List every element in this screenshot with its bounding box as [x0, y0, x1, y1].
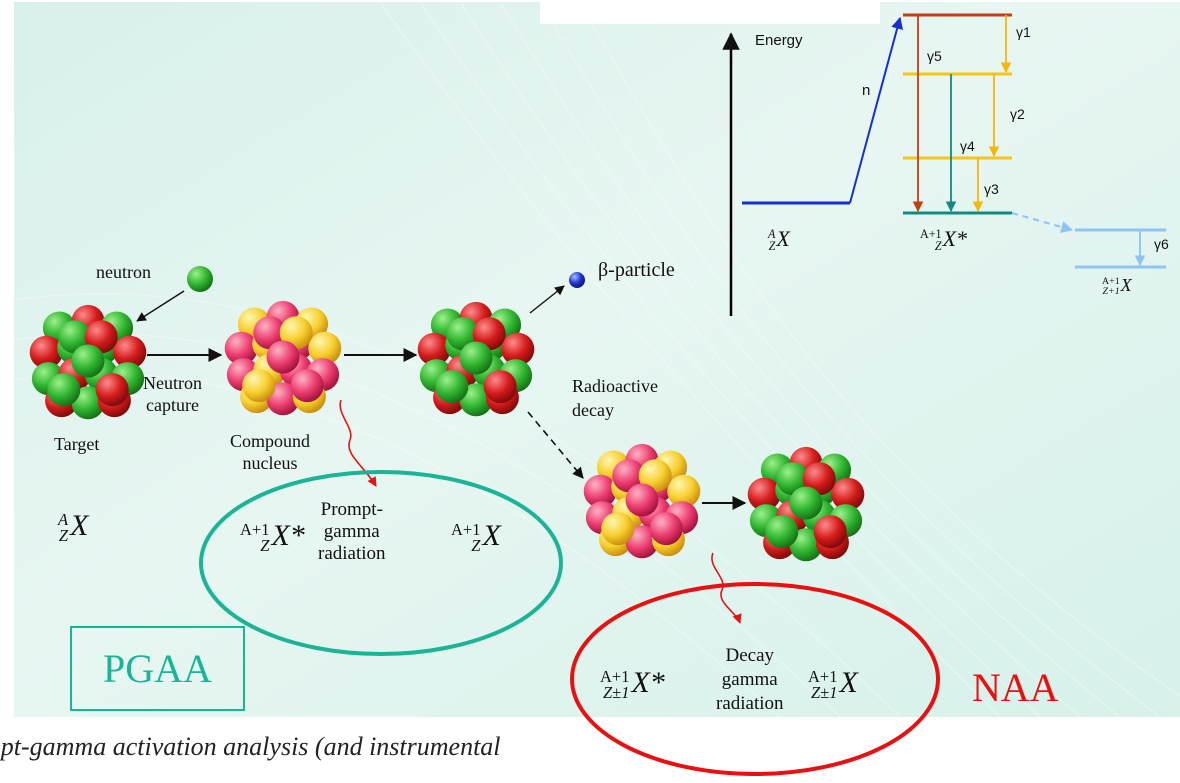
gamma1-label: γ1 — [1016, 24, 1031, 40]
excited-product-nucleus-sphere — [459, 341, 493, 375]
gamma3-label: γ3 — [984, 181, 999, 197]
excited-product-nucleus-sphere — [472, 317, 506, 351]
decaying-nucleus-sphere — [601, 512, 635, 546]
neutron-capture-arrow — [849, 16, 903, 204]
pgaa-excited-formula: A+1 Z X* — [240, 519, 305, 556]
target-nucleus-sphere — [29, 335, 63, 369]
decaying-nucleus-sphere — [649, 512, 683, 546]
decaying-nucleus-sphere — [625, 483, 659, 517]
decaying-nucleus-sphere — [667, 474, 701, 508]
target-nucleus-sphere — [113, 335, 147, 369]
stable-daughter-nucleus-sphere — [802, 462, 836, 496]
compound-nucleus-sphere — [242, 369, 276, 403]
neutron-transition-label: n — [862, 82, 871, 99]
beta-emission-arrow — [529, 285, 565, 314]
decaying-nucleus-sphere — [625, 525, 659, 559]
compound-nucleus-sphere — [308, 331, 342, 365]
target-nucleus-sphere — [58, 320, 92, 354]
pgaa-box — [70, 626, 245, 711]
excited-product-nucleus-sphere — [483, 370, 517, 404]
neutron-capture-label: Neutron capture — [143, 373, 202, 415]
slide-background — [14, 2, 1180, 717]
decaying-nucleus-sphere — [583, 474, 617, 508]
energy-diagram-backdrop — [540, 0, 880, 24]
gamma6-label: γ6 — [1154, 236, 1169, 252]
target-nucleus-sphere — [95, 373, 129, 407]
beta-particle-label: β-particle — [598, 259, 675, 281]
excited-product-nucleus-sphere — [417, 332, 451, 366]
energy-daughter-formula: A+1 Z+1 X — [1102, 275, 1132, 297]
target-label: Target — [54, 434, 100, 454]
decaying-nucleus-sphere — [638, 459, 672, 493]
stable-daughter-nucleus-sphere — [765, 515, 799, 549]
naa-excited-formula: A+1 Z±1 X* — [600, 666, 665, 703]
target-nucleus-sphere — [47, 373, 81, 407]
radioactive-decay-label: Radioactive decay — [572, 376, 658, 420]
compound-nucleus-sphere — [290, 369, 324, 403]
neutron-particle — [187, 266, 213, 292]
energy-level-diagram — [722, 13, 1166, 316]
target-nucleus — [29, 304, 147, 420]
gamma4-label: γ4 — [960, 138, 975, 154]
decay-gamma-radiation-label: Decay gamma radiation — [716, 645, 784, 714]
stable-daughter-nucleus-sphere — [789, 486, 823, 520]
compound-nucleus-sphere — [266, 340, 300, 374]
neutron-to-target-arrow — [136, 290, 185, 322]
naa-ellipse — [570, 582, 940, 776]
pgaa-label: PGAA — [103, 646, 212, 691]
stable-daughter-nucleus-sphere — [813, 515, 847, 549]
decaying-nucleus-sphere — [612, 459, 646, 493]
energy-axis-label: Energy — [755, 32, 803, 49]
excited-product-nucleus-sphere — [435, 370, 469, 404]
decaying-nucleus — [583, 443, 701, 559]
target-nucleus-sphere — [84, 320, 118, 354]
stable-daughter-nucleus-sphere — [831, 477, 865, 511]
prompt-gamma-radiation-label: Prompt- gamma radiation — [318, 499, 386, 564]
excited-product-nucleus-sphere — [459, 383, 493, 417]
energy-excited-formula: A+1 Z X* — [920, 226, 968, 253]
figure-caption: mpt-gamma activation analysis (and instr… — [0, 732, 501, 761]
process-arrows — [136, 285, 747, 624]
prompt-gamma-wave-arrow — [339, 399, 377, 487]
stable-daughter-nucleus-sphere — [747, 477, 781, 511]
gamma2-label: γ2 — [1010, 106, 1025, 122]
stable-daughter-nucleus — [747, 446, 865, 562]
stable-daughter-nucleus-sphere — [776, 462, 810, 496]
compound-nucleus-sphere — [253, 316, 287, 350]
compound-nucleus-sphere — [266, 382, 300, 416]
compound-nucleus-sphere — [224, 331, 258, 365]
target-nucleus-sphere — [71, 386, 105, 420]
neutron-label: neutron — [96, 262, 151, 282]
gamma5-label: γ5 — [927, 48, 942, 64]
compound-nucleus-sphere — [279, 316, 313, 350]
beta-particle — [569, 272, 585, 288]
compound-nucleus-label: Compound nucleus — [230, 431, 311, 473]
compound-nucleus — [224, 300, 342, 416]
excited-product-nucleus — [417, 301, 535, 417]
excited-product-nucleus-sphere — [501, 332, 535, 366]
radioactive-decay-dashed-arrow — [527, 411, 584, 479]
pgaa-product-formula: A+1 Z X — [451, 519, 501, 556]
stable-daughter-nucleus-sphere — [789, 528, 823, 562]
target-nucleus-sphere — [71, 344, 105, 378]
naa-label: NAA — [972, 665, 1059, 710]
naa-product-formula: A+1 Z±1 X — [808, 666, 858, 703]
pgaa-ellipse — [199, 470, 563, 656]
excited-product-nucleus-sphere — [446, 317, 480, 351]
nuclei-group — [29, 300, 865, 562]
decay-gamma-wave-arrow — [711, 552, 742, 624]
